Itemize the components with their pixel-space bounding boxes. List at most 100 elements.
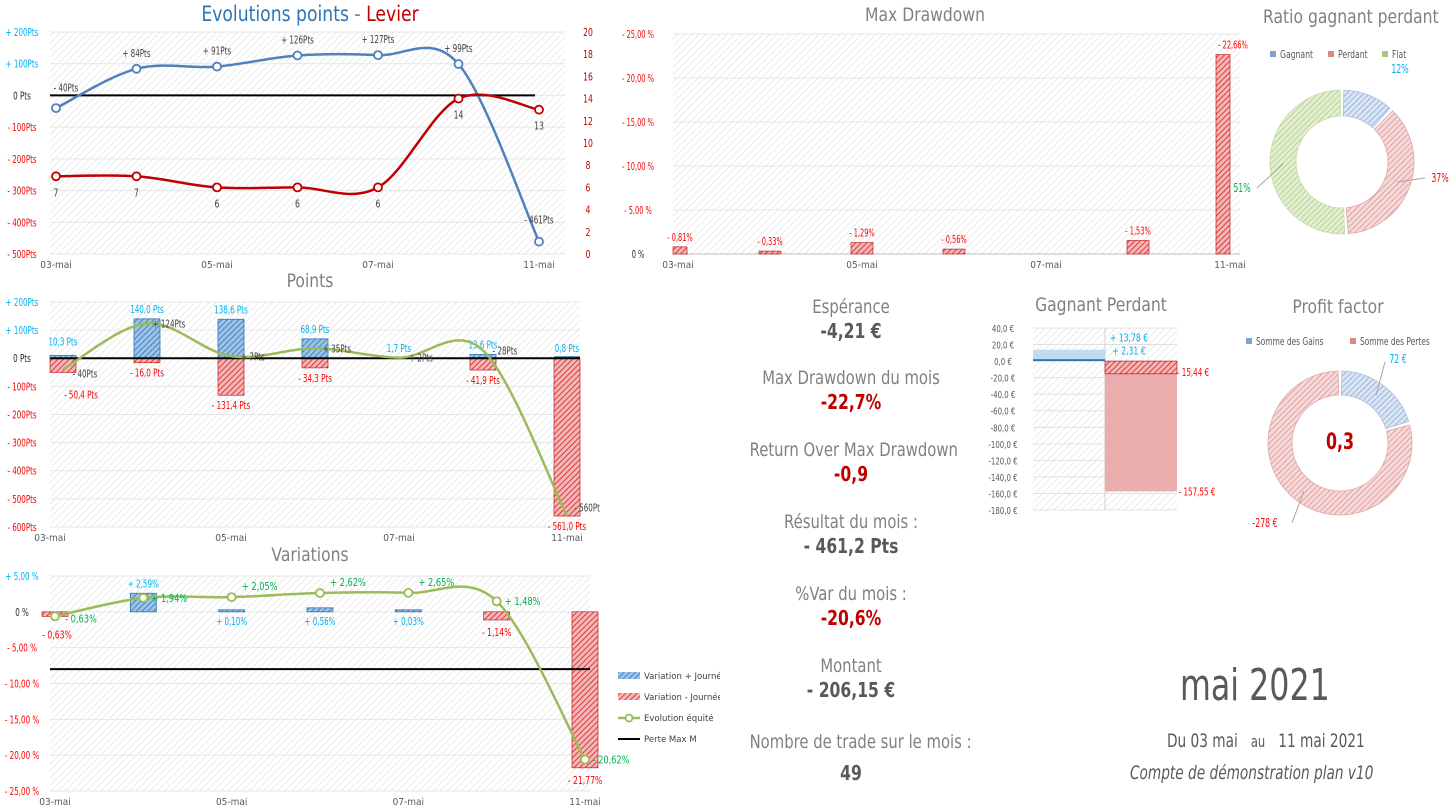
- drawdown-bar: [758, 250, 782, 255]
- y-tick-label: + 5,00 %: [5, 571, 38, 584]
- ratio-slice: [1269, 89, 1346, 235]
- drawdown-bar: [1126, 240, 1150, 255]
- y2-tick-label: 6: [586, 182, 591, 195]
- y-tick-label: - 15,00 %: [5, 714, 39, 727]
- y-tick-label: -160,0 €: [988, 489, 1017, 501]
- cumul-line: [62, 322, 569, 517]
- legend-label: Perte Max M: [644, 735, 697, 745]
- legend-swatch: [1382, 51, 1388, 57]
- levier-data-label: 6: [295, 198, 300, 211]
- x-tick-label: 03-mai: [39, 797, 70, 809]
- y-tick-label: + 200Pts: [6, 297, 39, 310]
- kpi-value: -4,21 €: [820, 319, 882, 343]
- equity-data-label: + 2,65%: [418, 577, 454, 589]
- plot-area: [50, 32, 565, 254]
- legend-swatch-minus: [618, 693, 640, 700]
- x-tick-label: 07-mai: [393, 797, 424, 809]
- ratio-data-label: 12%: [1391, 64, 1409, 77]
- y-tick-label: - 100Pts: [7, 381, 36, 394]
- x-tick-label: 05-mai: [201, 260, 232, 270]
- gain-bar: [217, 318, 245, 359]
- points-marker: [51, 103, 61, 114]
- variation-plus-label: + 0,03%: [393, 615, 424, 628]
- y2-tick-label: 20: [583, 27, 593, 40]
- y-tick-label: + 100Pts: [6, 325, 39, 338]
- x-tick-label: 03-mai: [34, 533, 65, 545]
- y-tick-label: 0 Pts: [13, 90, 31, 103]
- y-tick-label: - 25,00 %: [622, 30, 654, 42]
- drawdown-data-label: - 1,29%: [849, 228, 875, 240]
- y-tick-label: - 400Pts: [7, 217, 36, 230]
- kpi-value: - 206,15 €: [806, 678, 896, 702]
- points-marker: [131, 63, 142, 74]
- loss-bar: [301, 357, 329, 369]
- perdant-max-label: - 157,55 €: [1179, 486, 1216, 499]
- gagnant-perdant-chart: 40,0 € 20,0 € 0,0 € -20,0 € -40,0 € -60,0 € -8…: [988, 324, 1216, 518]
- plot-area: [673, 34, 1240, 254]
- levier-data-label: 13: [534, 120, 544, 133]
- y-tick-label: -100,0 €: [988, 440, 1017, 452]
- loss-data-label: - 561,0 Pts: [548, 521, 587, 534]
- gain-data-label: 13,6 Pts: [469, 339, 498, 352]
- points-data-label: + 127Pts: [362, 34, 395, 47]
- x-tick-label: 11-mai: [1214, 260, 1245, 272]
- points-data-label: + 84Pts: [122, 47, 150, 60]
- ratio-chart-title: Ratio gagnant perdant: [1263, 6, 1439, 28]
- y-tick-label: 0 %: [632, 250, 645, 262]
- profit-factor-title: Profit factor: [1292, 296, 1384, 318]
- equity-marker: [580, 754, 590, 765]
- account-name: Compte de démonstration plan v10: [1130, 762, 1374, 784]
- points-data-label: + 99Pts: [444, 43, 472, 56]
- kpi-value: -22,7%: [820, 390, 882, 414]
- kpi-var-mois: %Var du mois : -20,6%: [721, 583, 981, 630]
- x-tick-label: 05-mai: [215, 533, 246, 545]
- gagnant-perdant-title: Gagnant Perdant: [1035, 294, 1167, 316]
- y-tick-label: -140,0 €: [988, 473, 1017, 485]
- period-to: 11 mai 2021: [1278, 730, 1365, 752]
- levier-data-label: 7: [134, 187, 139, 200]
- evolution-chart: + 200Pts + 100Pts 0 Pts - 100Pts - 200Pts - 3…: [6, 27, 593, 270]
- y-tick-label: -80,0 €: [991, 423, 1016, 435]
- y-tick-label: - 5,00 %: [7, 642, 37, 655]
- leader-line: [1397, 177, 1426, 183]
- perdant-max-bar: [1105, 361, 1177, 492]
- legend-swatch: [1246, 338, 1252, 344]
- legend-label: Flat: [1392, 49, 1407, 62]
- y-tick-label: 40,0 €: [992, 324, 1014, 336]
- cumul-data-label: + 124Pts: [153, 318, 186, 331]
- kpi-return-over-drawdown: Return Over Max Drawdown -0,9: [721, 439, 981, 486]
- x-tick-label: 07-mai: [1030, 260, 1061, 272]
- y2-tick-label: 2: [586, 227, 591, 240]
- profit-factor-chart: Somme des Gains Somme des Pertes 72 € -278 …: [1246, 336, 1430, 531]
- kpi-label: Espérance: [812, 296, 890, 318]
- profit-factor-data-label: 72 €: [1389, 354, 1406, 367]
- legend-swatch: [1350, 338, 1356, 344]
- kpi-label: Montant: [820, 655, 882, 677]
- period-from: Du 03 mai: [1167, 730, 1238, 752]
- y-tick-label: - 15,00 %: [622, 118, 654, 130]
- legend-swatch-plus: [618, 672, 640, 679]
- levier-marker: [292, 182, 303, 193]
- x-tick-label: 11-mai: [551, 533, 582, 545]
- y2-tick-label: 18: [583, 49, 593, 62]
- drawdown-bar: [672, 246, 688, 255]
- ratio-slice: [1342, 89, 1391, 129]
- leader-line: [1291, 490, 1305, 524]
- y-tick-label: - 500Pts: [7, 249, 36, 262]
- points-data-label: - 461Pts: [524, 214, 553, 227]
- gagnant-moyen-label: + 2,31 €: [1112, 345, 1145, 358]
- kpi-value: -20,6%: [820, 606, 882, 630]
- gain-data-label: 140,0 Pts: [130, 303, 164, 316]
- profit-factor-slice: [1267, 370, 1413, 516]
- kpi-label: Max Drawdown du mois: [762, 367, 940, 389]
- levier-marker: [453, 93, 464, 104]
- equity-marker: [138, 593, 149, 603]
- gain-data-label: 10,3 Pts: [49, 336, 78, 349]
- y-tick-label: -40,0 €: [991, 390, 1016, 402]
- variation-plus-bar: [394, 609, 422, 613]
- variation-plus-label: + 0,56%: [305, 615, 336, 628]
- y2-tick-label: 12: [583, 116, 593, 129]
- kpi-resultat: Résultat du mois : - 461,2 Pts: [721, 511, 981, 558]
- cumul-data-label: - 560Pts: [574, 502, 600, 515]
- kpi-value: - 461,2 Pts: [803, 534, 899, 558]
